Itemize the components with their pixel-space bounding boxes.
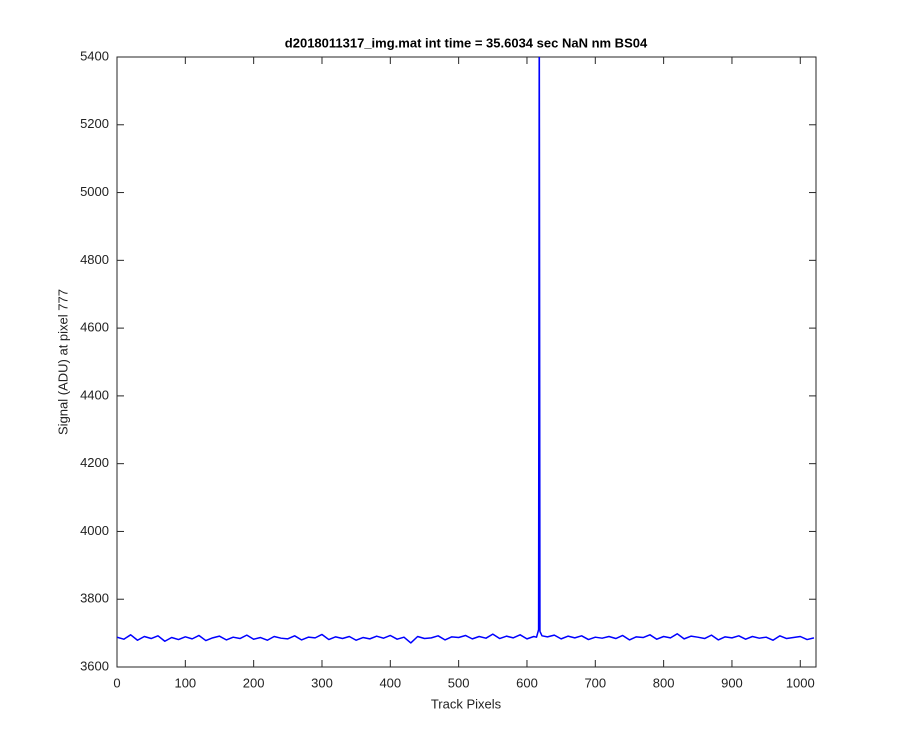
x-tick-label: 300 <box>311 675 333 690</box>
x-tick-label: 400 <box>379 675 401 690</box>
x-tick-label: 500 <box>448 675 470 690</box>
y-axis-label: Signal (ADU) at pixel 777 <box>55 289 70 435</box>
y-tick-label: 4400 <box>80 387 109 402</box>
x-tick-label: 600 <box>516 675 538 690</box>
plot-area <box>116 56 817 668</box>
chart-title: d2018011317_img.mat int time = 35.6034 s… <box>285 35 648 50</box>
y-tick-label: 4600 <box>80 320 109 335</box>
x-tick-label: 200 <box>243 675 265 690</box>
plot-content <box>117 57 815 644</box>
y-tick-label: 5400 <box>80 48 109 63</box>
y-tick-label: 4200 <box>80 455 109 470</box>
y-tick-label: 4800 <box>80 252 109 267</box>
y-tick-label: 3800 <box>80 591 109 606</box>
x-axis-label: Track Pixels <box>431 696 502 711</box>
x-tick-label: 700 <box>584 675 606 690</box>
y-tick-label: 3600 <box>80 658 109 673</box>
x-tick-label: 900 <box>721 675 743 690</box>
x-tick-label: 800 <box>653 675 675 690</box>
data-line <box>117 57 815 644</box>
x-tick-label: 0 <box>113 675 120 690</box>
y-tick-label: 4000 <box>80 523 109 538</box>
y-tick-label: 5200 <box>80 116 109 131</box>
y-tick-label: 5000 <box>80 184 109 199</box>
x-tick-label: 100 <box>174 675 196 690</box>
x-tick-label: 1000 <box>786 675 815 690</box>
